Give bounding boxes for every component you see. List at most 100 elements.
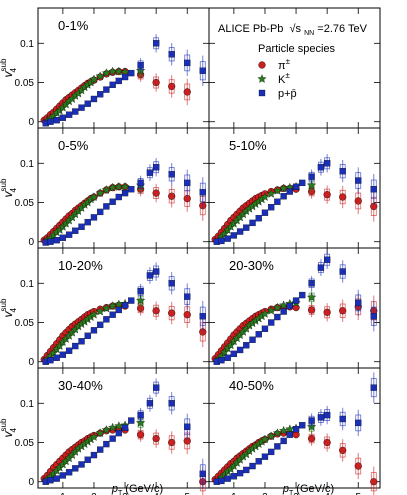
- legend-entries: π±K± p+p̄: [257, 57, 297, 100]
- data-point-p: [308, 417, 315, 424]
- data-point-pi: [152, 78, 160, 87]
- data-point-p: [261, 209, 269, 216]
- data-point-p: [137, 179, 144, 187]
- data-point-pi: [168, 82, 176, 91]
- data-point-k: [89, 74, 99, 84]
- y-tick-label: 0.1: [20, 39, 34, 50]
- panel-0-5%: 0 0.05 0.1 0-5%: [15, 127, 210, 249]
- data-point-k: [266, 189, 276, 198]
- data-point-p: [308, 173, 315, 180]
- centrality-label: 10-20%: [58, 258, 103, 273]
- data-point-p: [128, 297, 135, 304]
- y-tick-label: 0.1: [20, 159, 34, 170]
- legend-entry-label: π±: [278, 57, 291, 72]
- data-point-p: [224, 475, 231, 482]
- data-point-p: [224, 235, 231, 242]
- centrality-label: 40-50%: [229, 378, 274, 393]
- data-point-p: [84, 218, 91, 226]
- data-point-k: [266, 431, 276, 441]
- x-tick-label: 5: [184, 492, 190, 495]
- y-tick-label: 0.1: [20, 399, 34, 410]
- data-point-pi: [258, 61, 266, 69]
- data-point-p: [218, 237, 225, 245]
- data-point-p: [261, 325, 269, 332]
- data-point-p: [317, 164, 325, 171]
- data-point-p: [370, 313, 377, 320]
- data-point-k: [95, 188, 105, 197]
- data-point-p: [230, 232, 238, 239]
- data-point-p: [268, 204, 275, 211]
- data-point-pi: [152, 434, 160, 443]
- data-point-p: [243, 342, 250, 349]
- data-point-p: [184, 423, 191, 430]
- data-point-p: [121, 302, 129, 309]
- y-axis-label-text: vsub4: [0, 298, 18, 317]
- legend-header: Particle species: [258, 43, 336, 55]
- data-point-pi: [339, 446, 347, 454]
- data-point-k: [272, 428, 282, 437]
- data-point-p: [218, 477, 225, 485]
- panel-40-50%: 1 2 3 4 5 40-50%: [208, 367, 381, 495]
- data-point-p: [84, 332, 91, 339]
- x-tick-label: 3: [122, 492, 128, 495]
- data-point-p: [59, 114, 67, 121]
- data-point-p: [97, 321, 104, 329]
- data-point-p: [115, 193, 122, 201]
- data-point-p: [299, 291, 306, 299]
- data-point-p: [78, 223, 85, 230]
- data-point-p: [230, 350, 238, 358]
- data-point-pi: [308, 306, 316, 314]
- data-point-k: [89, 309, 99, 319]
- panels-layer: 0 0.05 0.1 0-1% 0 0.05 0.1 0-5% 5-10% 0 0.05 0.1 10-…: [0, 7, 381, 495]
- data-point-p: [103, 203, 110, 210]
- x-tick-label: 2: [262, 492, 268, 495]
- data-point-p: [323, 160, 331, 167]
- data-point-k: [95, 306, 105, 316]
- data-point-p: [78, 104, 85, 111]
- data-point-p: [152, 40, 160, 47]
- data-point-p: [90, 327, 98, 334]
- data-point-pi: [183, 194, 191, 203]
- data-point-p: [308, 280, 315, 287]
- data-point-k: [226, 340, 236, 350]
- y-axis-label: vsub4: [0, 178, 18, 197]
- data-point-k: [279, 425, 289, 435]
- data-point-p: [274, 198, 281, 205]
- data-point-pi: [339, 307, 347, 315]
- data-point-p: [258, 89, 266, 97]
- data-point-p: [146, 169, 154, 176]
- centrality-label: 0-1%: [58, 18, 89, 33]
- data-point-pi: [152, 189, 160, 197]
- y-axis-label-text: vsub4: [0, 418, 18, 437]
- data-point-p: [323, 411, 331, 419]
- data-point-p: [97, 91, 104, 98]
- data-point-p: [280, 437, 287, 445]
- data-point-pi: [354, 197, 362, 205]
- data-point-k: [114, 66, 124, 76]
- data-point-pi: [323, 438, 331, 447]
- data-point-p: [115, 306, 122, 314]
- panel-20-30%: 20-30%: [208, 247, 381, 369]
- data-point-k: [307, 292, 317, 302]
- data-point-k: [89, 432, 99, 441]
- data-point-pi: [370, 478, 378, 486]
- data-point-k: [272, 302, 282, 312]
- data-point-p: [249, 219, 256, 227]
- data-point-k: [266, 305, 276, 315]
- y-tick-label: 0.05: [15, 318, 35, 329]
- x-tick-label: 1: [231, 492, 237, 495]
- data-point-p: [255, 331, 262, 338]
- data-point-p: [97, 446, 104, 453]
- data-point-p: [317, 414, 325, 421]
- centrality-label: 0-5%: [58, 138, 89, 153]
- x-axis-label: pT (GeV/c): [282, 483, 334, 495]
- data-point-p: [53, 237, 60, 244]
- data-point-p: [236, 346, 244, 354]
- data-point-p: [72, 108, 79, 115]
- centrality-label: 5-10%: [229, 138, 267, 153]
- data-point-p: [137, 287, 144, 295]
- data-point-p: [152, 268, 160, 275]
- y-tick-label: 0.05: [15, 438, 35, 449]
- data-point-p: [274, 313, 281, 321]
- data-point-p: [59, 234, 67, 241]
